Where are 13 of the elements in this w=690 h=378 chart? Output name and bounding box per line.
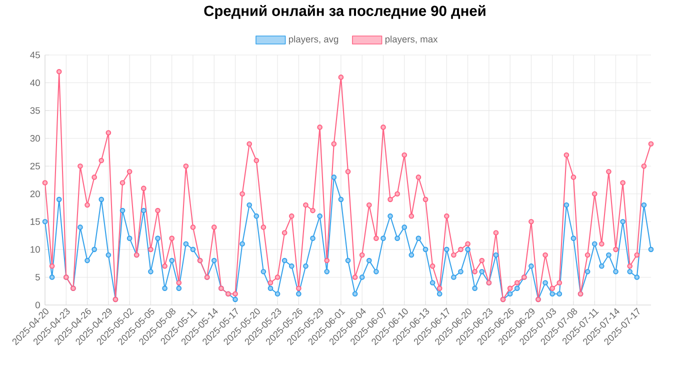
y-tick-label: 15 bbox=[30, 218, 40, 225]
legend-label: players, max bbox=[385, 36, 438, 44]
y-tick-label: 5 bbox=[35, 274, 40, 280]
y-tick-label: 30 bbox=[30, 135, 40, 142]
y-tick-label: 40 bbox=[30, 79, 40, 86]
y-tick-label: 25 bbox=[30, 162, 40, 170]
y-tick-label: 0 bbox=[35, 302, 40, 308]
y-tick-label: 20 bbox=[30, 190, 40, 198]
chart-title: Средний онлайн за последние 90 дней bbox=[204, 5, 486, 19]
y-tick-label: 10 bbox=[30, 246, 40, 253]
legend-label: players, avg bbox=[288, 36, 338, 44]
y-tick-label: 45 bbox=[30, 52, 40, 58]
y-tick-label: 35 bbox=[30, 107, 40, 114]
